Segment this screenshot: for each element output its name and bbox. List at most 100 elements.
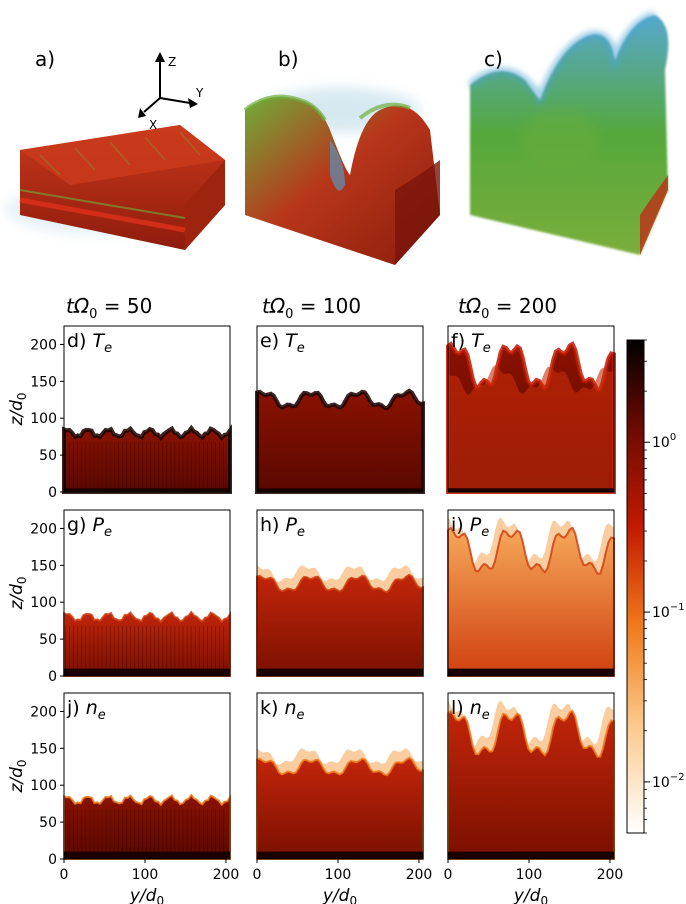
panel-frame <box>256 692 424 860</box>
panel-quantity-sub: e <box>481 525 489 540</box>
plasma-region <box>448 527 614 676</box>
xtick-label: 200 <box>597 867 624 883</box>
ytick-label: 100 <box>30 411 57 427</box>
ytick-label: 150 <box>30 741 57 757</box>
xtick-label: 100 <box>516 867 543 883</box>
panel-quantity: n <box>86 697 98 719</box>
panel-label-b: b) <box>278 47 299 71</box>
plasma-region <box>257 390 423 492</box>
plasma-region <box>64 428 230 492</box>
xtick-label: 200 <box>213 867 240 883</box>
heatmap-grid: d) Te 0 50 100 150 200 z/d0 e) Te f) Te g) Pe 0 50 1… <box>7 325 624 904</box>
front-edge <box>255 388 425 494</box>
front-edge <box>63 793 231 860</box>
panel-quantity-sub: e <box>297 525 305 540</box>
plasma-region <box>64 612 230 676</box>
panel-label: h) Pe <box>260 514 305 540</box>
panel-quantity-sub: e <box>297 708 305 723</box>
panel-quantity-sub: e <box>104 341 112 356</box>
panel-quantity-sub: e <box>104 525 112 540</box>
panel-frame <box>447 325 615 493</box>
ytick-label: 100 <box>30 778 57 794</box>
panel-g: g) Pe 0 50 100 150 200 z/d0 <box>7 509 231 685</box>
panel-i: i) Pe <box>447 509 615 677</box>
base-layer <box>448 488 614 492</box>
panel-label: k) ne <box>260 697 305 723</box>
time-label-1: tΩ0 = 50 <box>66 294 152 322</box>
panel-l: l) ne 0 100 200 y/d0 <box>444 692 624 904</box>
base-layer <box>448 851 614 859</box>
inner-layer <box>448 365 614 492</box>
colorbar-ticks: 10−2 10−1 100 <box>644 339 685 834</box>
ytick-label: 200 <box>30 704 57 720</box>
ytick-label: 200 <box>30 521 57 537</box>
xlabel: y/d0 <box>129 886 164 904</box>
axis-gizmo-y: Y <box>195 86 204 100</box>
time-sub-2: 0 <box>285 307 293 322</box>
xtick-label: 0 <box>253 867 262 883</box>
base-layer <box>448 668 614 676</box>
colorbar-gradient <box>626 339 645 834</box>
panel-quantity: T <box>471 330 484 352</box>
panel-quantity: T <box>93 330 106 352</box>
panel-letter: d) <box>67 330 93 352</box>
ytick-label: 0 <box>48 669 57 685</box>
panel-label: j) ne <box>66 697 106 723</box>
panel-frame <box>256 325 424 493</box>
panel-quantity: P <box>93 514 105 536</box>
panel-h: h) Pe <box>256 509 424 677</box>
panel-letter: h) <box>260 514 286 536</box>
ytick-label: 150 <box>30 374 57 390</box>
front-edge <box>256 756 424 860</box>
xtick-label: 0 <box>60 867 69 883</box>
plasma-region <box>257 574 423 676</box>
ytick-label: 150 <box>30 558 57 574</box>
ytick-label: 50 <box>39 632 57 648</box>
panel-letter: k) <box>260 697 284 719</box>
panel-letter: g) <box>67 514 93 536</box>
panel-quantity-sub: e <box>297 341 305 356</box>
axis-gizmo-x: X <box>149 118 157 132</box>
panel-label-a: a) <box>35 47 55 71</box>
base-layer <box>257 668 423 676</box>
panel-frame <box>63 325 231 493</box>
axes-gizmo <box>138 52 198 118</box>
xtick-label: 100 <box>132 867 159 883</box>
colorbar-tick-label: 100 <box>652 432 676 451</box>
xtick-label: 0 <box>444 867 453 883</box>
panel-j: j) ne 0 50 100 150 200 z/d0 0 100 200 y/d0 <box>7 692 240 904</box>
ylabel: z/d0 <box>7 392 29 426</box>
plasma-region <box>64 795 230 859</box>
axis-gizmo-z: Z <box>168 55 176 69</box>
plasma-region <box>257 757 423 859</box>
colorbar: 10−2 10−1 100 <box>626 339 685 834</box>
panel-quantity-sub: e <box>98 708 106 723</box>
ytick-label: 50 <box>39 815 57 831</box>
panel-e: e) Te <box>255 325 425 494</box>
xlabel: y/d0 <box>322 886 357 904</box>
colorbar-tick-label: 10−1 <box>652 602 685 621</box>
time-value-2: 100 <box>323 294 361 318</box>
panel-letter: f) <box>451 330 471 352</box>
ylabel: z/d0 <box>7 576 29 610</box>
ytick-label: 200 <box>30 337 57 353</box>
panel-label: d) Te <box>67 330 112 356</box>
front-edge <box>256 573 424 677</box>
time-sub-3: 0 <box>481 307 489 322</box>
panel-letter: j) <box>66 697 86 719</box>
front-edge <box>63 610 231 677</box>
panel-label: l) ne <box>451 697 490 723</box>
xtick-label: 200 <box>406 867 433 883</box>
front-edge <box>446 341 616 494</box>
time-prefix-2: tΩ <box>262 294 286 318</box>
panel-label: e) Te <box>260 330 305 356</box>
base-layer <box>257 851 423 859</box>
xtick-label: 100 <box>325 867 352 883</box>
panel-frame <box>447 509 615 677</box>
time-label-3: tΩ0 = 200 <box>458 294 557 322</box>
time-sub-1: 0 <box>89 307 97 322</box>
plasma-region <box>448 710 614 859</box>
panel-frame <box>447 692 615 860</box>
base-layer <box>64 668 230 676</box>
